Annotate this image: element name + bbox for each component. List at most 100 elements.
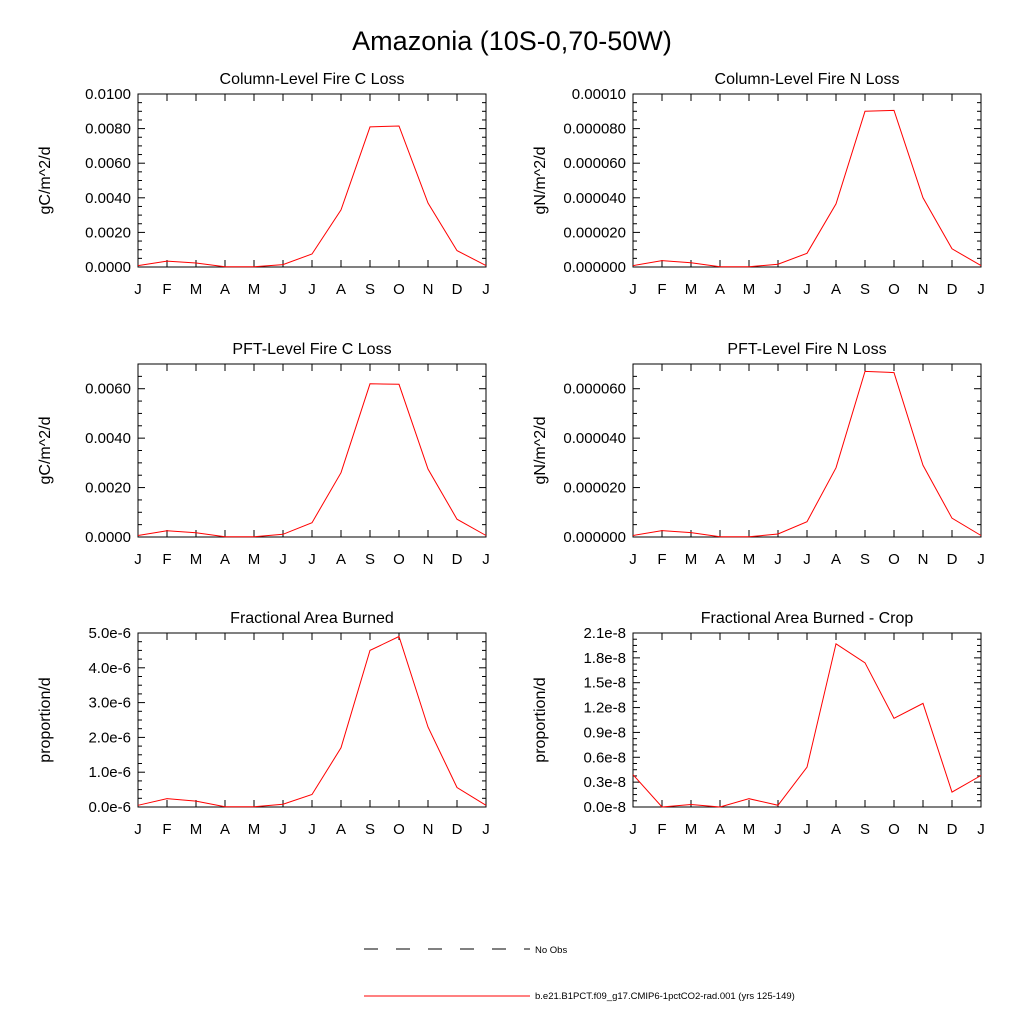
y-tick-label: 0.0e-6 xyxy=(88,799,131,816)
x-tick-label: J xyxy=(629,821,637,838)
y-tick-label: 0.0e-8 xyxy=(583,799,626,816)
x-tick-label: A xyxy=(715,821,725,838)
x-tick-label: D xyxy=(947,281,958,298)
x-tick-label: J xyxy=(629,551,637,568)
plot-frame xyxy=(137,363,487,538)
x-tick-label: J xyxy=(774,551,782,568)
plot-frame xyxy=(137,93,487,268)
x-tick-label: J xyxy=(308,821,316,838)
x-tick-label: A xyxy=(831,551,841,568)
x-tick-label: J xyxy=(774,281,782,298)
x-tick-label: O xyxy=(888,551,900,568)
x-tick-label: J xyxy=(279,281,287,298)
panel-title: Column-Level Fire N Loss xyxy=(715,71,900,88)
legend: No Obs b.e21.B1PCT.f09_g17.CMIP6-1pctCO2… xyxy=(364,945,795,1002)
y-axis-label: proportion/d xyxy=(37,677,54,762)
x-tick-label: A xyxy=(831,821,841,838)
x-tick-label: M xyxy=(685,281,698,298)
x-tick-label: A xyxy=(220,821,230,838)
x-tick-label: O xyxy=(393,551,405,568)
y-tick-label: 0.0060 xyxy=(85,155,131,172)
x-tick-label: J xyxy=(482,821,490,838)
x-tick-label: S xyxy=(860,551,870,568)
y-tick-label: 0.000080 xyxy=(563,121,626,138)
x-tick-label: F xyxy=(162,281,171,298)
y-tick-label: 0.6e-8 xyxy=(583,749,626,766)
x-tick-label: J xyxy=(134,821,142,838)
y-tick-label: 1.5e-8 xyxy=(583,675,626,692)
x-tick-label: M xyxy=(743,821,756,838)
x-tick-label: S xyxy=(365,551,375,568)
x-tick-label: M xyxy=(190,551,203,568)
y-axis-label: gN/m^2/d xyxy=(532,147,549,215)
panel-title: Fractional Area Burned xyxy=(230,610,394,627)
x-tick-label: F xyxy=(657,281,666,298)
y-tick-label: 5.0e-6 xyxy=(88,625,131,642)
x-tick-label: A xyxy=(220,551,230,568)
x-tick-label: J xyxy=(134,281,142,298)
y-axis-label: proportion/d xyxy=(532,677,549,762)
x-tick-label: M xyxy=(190,281,203,298)
x-tick-label: A xyxy=(831,281,841,298)
x-tick-label: N xyxy=(423,281,434,298)
y-tick-label: 0.0100 xyxy=(85,86,131,103)
y-tick-label: 2.0e-6 xyxy=(88,729,131,746)
y-tick-label: 0.000000 xyxy=(563,529,626,546)
x-tick-label: M xyxy=(248,551,261,568)
x-tick-label: J xyxy=(977,551,985,568)
y-axis-label: gN/m^2/d xyxy=(532,417,549,485)
series-line xyxy=(632,109,982,268)
y-tick-label: 0.000060 xyxy=(563,381,626,398)
x-tick-label: N xyxy=(918,821,929,838)
x-tick-label: A xyxy=(336,281,346,298)
y-tick-label: 0.000020 xyxy=(563,224,626,241)
y-tick-label: 0.0040 xyxy=(85,190,131,207)
series-line xyxy=(632,642,982,808)
x-tick-label: S xyxy=(365,821,375,838)
series-line xyxy=(137,383,487,538)
series-line xyxy=(137,125,487,268)
x-tick-label: J xyxy=(482,551,490,568)
x-tick-label: O xyxy=(393,821,405,838)
y-tick-label: 0.000020 xyxy=(563,480,626,497)
y-tick-label: 0.0080 xyxy=(85,121,131,138)
x-tick-label: O xyxy=(888,281,900,298)
series-line xyxy=(632,370,982,538)
x-tick-label: N xyxy=(423,551,434,568)
x-tick-label: J xyxy=(308,551,316,568)
y-tick-label: 0.0020 xyxy=(85,480,131,497)
x-tick-label: J xyxy=(279,821,287,838)
y-tick-label: 0.0040 xyxy=(85,430,131,447)
y-tick-label: 1.0e-6 xyxy=(88,764,131,781)
y-tick-label: 0.000040 xyxy=(563,430,626,447)
y-tick-label: 4.0e-6 xyxy=(88,660,131,677)
x-tick-label: J xyxy=(629,281,637,298)
x-tick-label: J xyxy=(774,821,782,838)
y-tick-label: 1.2e-8 xyxy=(583,700,626,717)
y-tick-label: 0.000000 xyxy=(563,259,626,276)
x-tick-label: A xyxy=(336,551,346,568)
x-tick-label: S xyxy=(860,821,870,838)
panel-title: PFT-Level Fire N Loss xyxy=(727,341,886,358)
x-tick-label: N xyxy=(423,821,434,838)
x-tick-label: A xyxy=(715,281,725,298)
x-tick-label: N xyxy=(918,551,929,568)
x-tick-label: J xyxy=(977,821,985,838)
series-line xyxy=(137,635,487,808)
y-axis-label: gC/m^2/d xyxy=(37,417,54,485)
chart-panel: Fractional Area Burned - Crop proportion/… xyxy=(532,610,985,838)
x-tick-label: A xyxy=(336,821,346,838)
panel-title: Column-Level Fire C Loss xyxy=(220,71,405,88)
x-tick-label: M xyxy=(685,821,698,838)
y-tick-label: 2.1e-8 xyxy=(583,625,626,642)
x-tick-label: F xyxy=(162,821,171,838)
x-tick-label: N xyxy=(918,281,929,298)
x-tick-label: J xyxy=(482,281,490,298)
panel-title: Fractional Area Burned - Crop xyxy=(701,610,914,627)
x-tick-label: D xyxy=(452,821,463,838)
